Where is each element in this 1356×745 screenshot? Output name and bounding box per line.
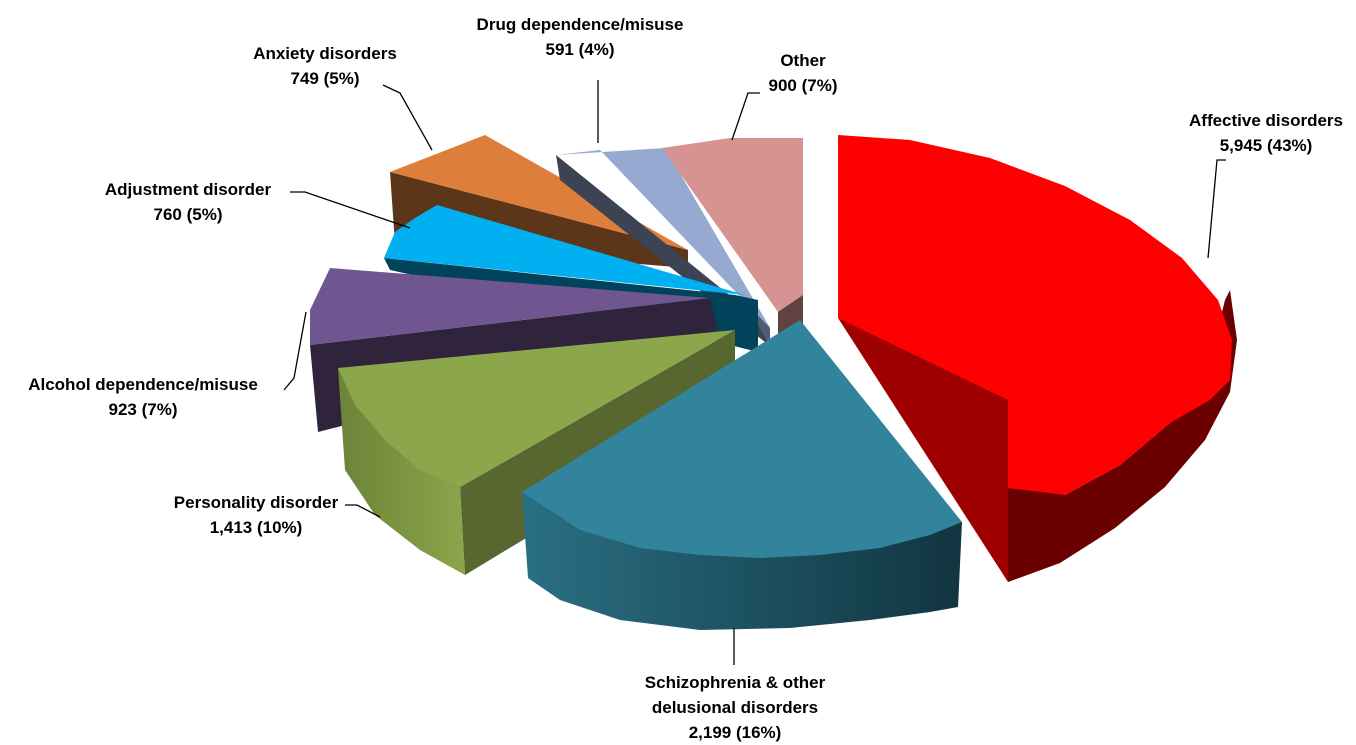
leader-line-alcohol-dependence-misuse — [283, 311, 307, 391]
value-label: 900 (7%) — [769, 76, 838, 95]
category-label: Other — [780, 51, 826, 70]
data-label-drug-dependence-misuse: Drug dependence/misuse 591 (4%) — [477, 15, 684, 59]
slice-top-personality-disorder — [338, 330, 735, 487]
category-label: Alcohol dependence/misuse — [28, 375, 258, 394]
value-label: 749 (5%) — [291, 69, 360, 88]
data-label-adjustment-disorder: Adjustment disorder 760 (5%) — [105, 180, 272, 224]
slice-top-alcohol-dependence-misuse — [310, 268, 710, 345]
value-label: 591 (4%) — [546, 40, 615, 59]
category-label: Anxiety disorders — [253, 44, 397, 63]
value-label: 760 (5%) — [154, 205, 223, 224]
data-label-other: Other 900 (7%) — [769, 51, 838, 95]
data-label-schizophrenia-other-delusional-disorders: Schizophrenia & other delusional disorder… — [645, 673, 826, 742]
slice-affective-disorders — [838, 135, 1237, 582]
data-label-anxiety-disorders: Anxiety disorders 749 (5%) — [253, 44, 397, 88]
category-label: Personality disorder — [174, 493, 339, 512]
data-label-alcohol-dependence-misuse: Alcohol dependence/misuse 923 (7%) — [28, 375, 258, 419]
value-label: 2,199 (16%) — [689, 723, 782, 742]
value-label: 923 (7%) — [109, 400, 178, 419]
category-label: delusional disorders — [652, 698, 818, 717]
value-label: 5,945 (43%) — [1220, 136, 1313, 155]
labels-layer: Affective disorders 5,945 (43%) Schizophre… — [28, 15, 1343, 742]
category-label: Affective disorders — [1189, 111, 1343, 130]
leader-line-anxiety-disorders — [382, 84, 433, 151]
leader-line-personality-disorder — [345, 504, 381, 518]
slice-top-other — [662, 138, 803, 312]
slice-top-schizophrenia-other-delusional-disorders — [522, 320, 962, 558]
slices-layer — [310, 135, 1237, 630]
category-label: Schizophrenia & other — [645, 673, 826, 692]
slice-schizophrenia-other-delusional-disorders — [522, 320, 962, 630]
leader-line-adjustment-disorder — [290, 191, 411, 229]
slice-top-drug-dependence-misuse — [556, 148, 770, 328]
slice-top-adjustment-disorder — [384, 205, 745, 295]
leader-line-other — [731, 92, 760, 141]
data-label-personality-disorder: Personality disorder 1,413 (10%) — [174, 493, 339, 537]
slice-side-affective-disorders-1 — [1008, 290, 1237, 582]
category-label: Drug dependence/misuse — [477, 15, 684, 34]
value-label: 1,413 (10%) — [210, 518, 303, 537]
category-label: Adjustment disorder — [105, 180, 272, 199]
data-label-affective-disorders: Affective disorders 5,945 (43%) — [1189, 111, 1343, 155]
slice-top-affective-disorders — [838, 135, 1232, 495]
leader-line-affective-disorders — [1207, 159, 1226, 259]
